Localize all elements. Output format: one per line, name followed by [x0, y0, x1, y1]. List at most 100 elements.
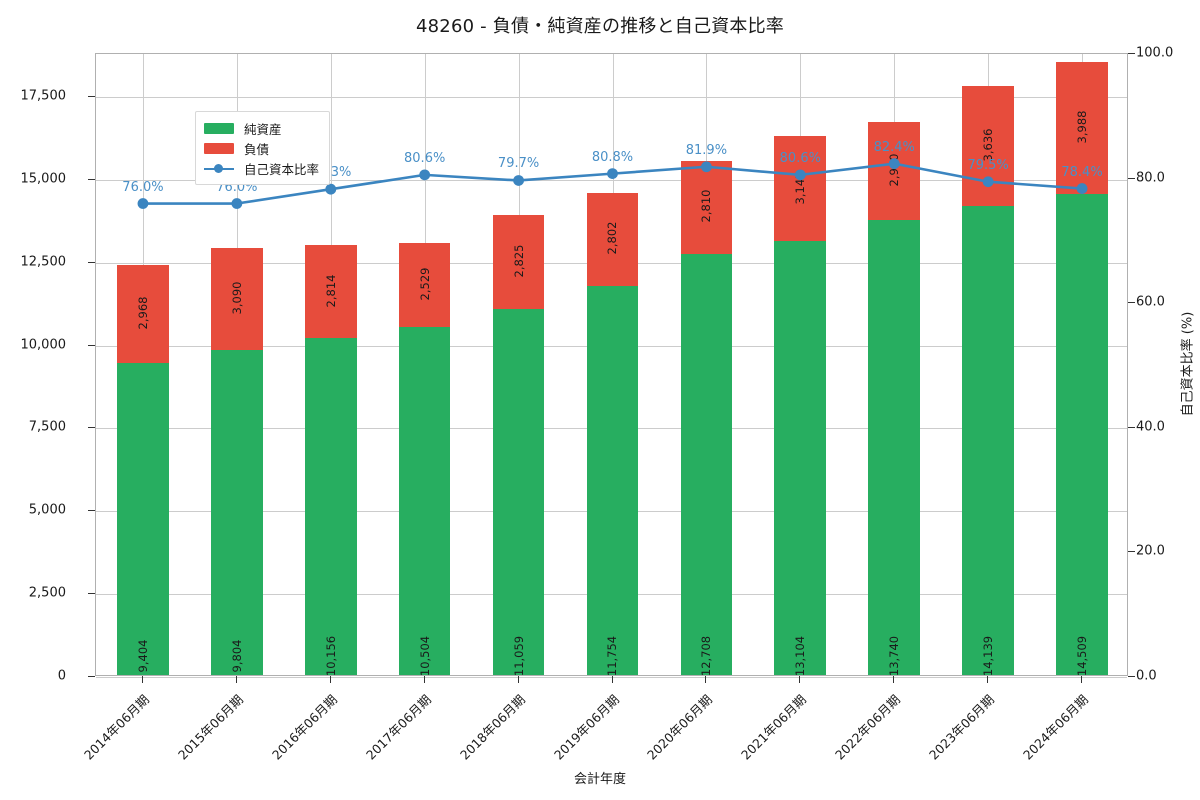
secondary-y-axis-tick-mark [1128, 177, 1135, 179]
bar-segment-liabilities[interactable]: 2,802 [586, 192, 639, 286]
bar-segment-liabilities[interactable]: 3,988 [1056, 62, 1108, 195]
equity-ratio-value-label: 80.6% [779, 150, 821, 166]
bar-segment-equity[interactable]: 9,404 [117, 363, 169, 675]
stacked-bar[interactable]: 9,404 2,968 [117, 265, 169, 675]
bar-segment-equity[interactable]: 13,740 [868, 219, 921, 676]
x-axis-tick-mark [235, 676, 237, 683]
stacked-bar[interactable]: 14,509 3,988 [1056, 62, 1108, 676]
bar-segment-liabilities[interactable]: 2,825 [492, 214, 545, 309]
x-axis-tick-mark [141, 676, 143, 683]
x-axis-tick-mark [705, 676, 707, 683]
x-axis-tick-mark [893, 676, 895, 683]
bar-series-group: 9,404 2,968 9,804 3,090 10,156 2,814 10,504 2,5… [96, 54, 1127, 676]
legend-item-liabilities: 負債 [204, 138, 319, 158]
secondary-y-axis-tick-mark [1128, 676, 1135, 677]
stacked-bar[interactable]: 12,708 2,810 [680, 160, 733, 676]
bar-segment-liabilities[interactable]: 2,529 [398, 243, 451, 327]
stacked-bar[interactable]: 13,104 3,147 [774, 136, 827, 676]
bar-segment-liabilities[interactable]: 2,810 [680, 160, 733, 254]
x-axis-tick-mark [517, 676, 519, 683]
legend-swatch-liabilities [204, 142, 234, 154]
stacked-bar[interactable]: 13,740 2,940 [868, 122, 921, 676]
bar-segment-equity[interactable]: 14,139 [962, 206, 1014, 676]
equity-ratio-value-label: 80.6% [404, 150, 446, 166]
bar-segment-liabilities[interactable]: 3,090 [211, 247, 263, 351]
y-axis-label: 金額（百万円） [0, 264, 2, 464]
bar-segment-equity[interactable]: 9,804 [211, 350, 263, 675]
legend-item-equity-ratio: 自己資本比率 [204, 158, 319, 178]
equity-ratio-marker[interactable] [513, 175, 524, 186]
bar-segment-liabilities[interactable]: 2,814 [304, 245, 357, 339]
plot-area: 9,404 2,968 9,804 3,090 10,156 2,814 10,504 2,5… [95, 53, 1128, 678]
ratio-line-series [137, 158, 1088, 209]
x-axis-tick-mark [987, 676, 989, 683]
y-axis-tick-mark [88, 178, 95, 180]
y-axis-tick-label: 2,500 [28, 585, 66, 601]
secondary-y-axis-tick-label: 80.0 [1136, 170, 1165, 186]
y-axis-tick-mark [88, 344, 95, 346]
y-axis-tick-label: 0 [57, 668, 66, 684]
legend-item-equity: 純資産 [204, 118, 319, 138]
chart-legend: 純資産 負債 自己資本比率 [195, 111, 331, 185]
stacked-bar[interactable]: 11,059 2,825 [492, 214, 545, 676]
equity-ratio-marker[interactable] [231, 198, 243, 209]
y-axis-tick-mark [88, 593, 95, 595]
x-axis-label: 会計年度 [573, 772, 626, 787]
bar-segment-liabilities[interactable]: 2,940 [868, 122, 921, 220]
stacked-bar[interactable]: 14,139 3,636 [962, 85, 1014, 676]
stacked-bar[interactable]: 11,754 2,802 [586, 192, 639, 676]
equity-ratio-marker[interactable] [888, 158, 900, 170]
equity-ratio-marker[interactable] [325, 183, 337, 195]
stacked-bar[interactable]: 9,804 3,090 [211, 247, 263, 675]
y-axis-tick-label: 12,500 [20, 254, 67, 270]
secondary-y-axis-label: 自己資本比率 (%) [1180, 311, 1196, 417]
gridline-horizontal [96, 179, 1127, 181]
stacked-bar[interactable]: 10,156 2,814 [304, 245, 357, 676]
secondary-y-axis-tick-label: 0.0 [1136, 668, 1157, 684]
equity-ratio-marker[interactable] [419, 169, 431, 181]
bar-segment-liabilities[interactable]: 2,968 [117, 265, 169, 364]
bar-segment-equity[interactable]: 10,156 [304, 338, 357, 676]
y-axis-tick-label: 17,500 [20, 88, 67, 104]
y-axis-tick-label: 7,500 [28, 419, 66, 435]
equity-ratio-marker[interactable] [1076, 183, 1088, 194]
bar-segment-equity[interactable]: 11,754 [586, 285, 639, 676]
y-axis-tick-label: 5,000 [28, 502, 66, 518]
secondary-y-axis-tick-mark [1128, 302, 1135, 304]
y-axis-tick-label: 10,000 [20, 337, 67, 353]
y-axis-tick-mark [88, 510, 95, 512]
bar-segment-equity[interactable]: 12,708 [680, 253, 733, 676]
secondary-y-axis-tick-label: 60.0 [1136, 294, 1165, 310]
equity-ratio-value-label: 80.8% [591, 149, 634, 165]
x-axis-tick-mark [799, 676, 801, 683]
legend-label-equity: 純資産 [244, 121, 282, 137]
equity-ratio-marker[interactable] [137, 198, 149, 209]
secondary-y-axis-tick-mark [1128, 426, 1135, 428]
equity-ratio-marker[interactable] [982, 176, 994, 188]
bar-segment-equity[interactable]: 10,504 [398, 326, 451, 676]
equity-ratio-marker[interactable] [701, 161, 712, 173]
bar-segment-liabilities[interactable]: 3,147 [774, 136, 827, 241]
equity-ratio-value-label: 79.5% [967, 157, 1009, 173]
x-axis-tick-mark [611, 676, 613, 683]
bar-segment-equity[interactable]: 11,059 [492, 308, 545, 676]
x-axis-tick-mark [329, 676, 331, 683]
chart-title: 48260 - 負債・純資産の推移と自己資本比率 [416, 16, 784, 37]
secondary-y-axis-tick-mark [1128, 551, 1135, 553]
secondary-y-axis-tick-mark [1128, 53, 1135, 54]
stacked-bar[interactable]: 10,504 2,529 [398, 243, 451, 676]
equity-ratio-value-label: 81.9% [685, 142, 728, 158]
bar-segment-equity[interactable]: 14,509 [1056, 194, 1108, 676]
y-axis-tick-mark [88, 676, 95, 677]
equity-ratio-value-label: 78.4% [1061, 164, 1103, 180]
secondary-y-axis-tick-label: 100.0 [1136, 45, 1174, 61]
equity-ratio-marker[interactable] [794, 169, 806, 181]
equity-ratio-value-label: 79.7% [497, 156, 540, 172]
y-axis-tick-mark [88, 96, 95, 98]
equity-ratio-value-label: 82.4% [873, 139, 915, 155]
x-axis-tick-mark [423, 676, 425, 683]
bar-segment-equity[interactable]: 13,104 [774, 240, 827, 676]
equity-ratio-marker[interactable] [607, 168, 618, 180]
secondary-y-axis-tick-label: 20.0 [1136, 543, 1165, 559]
